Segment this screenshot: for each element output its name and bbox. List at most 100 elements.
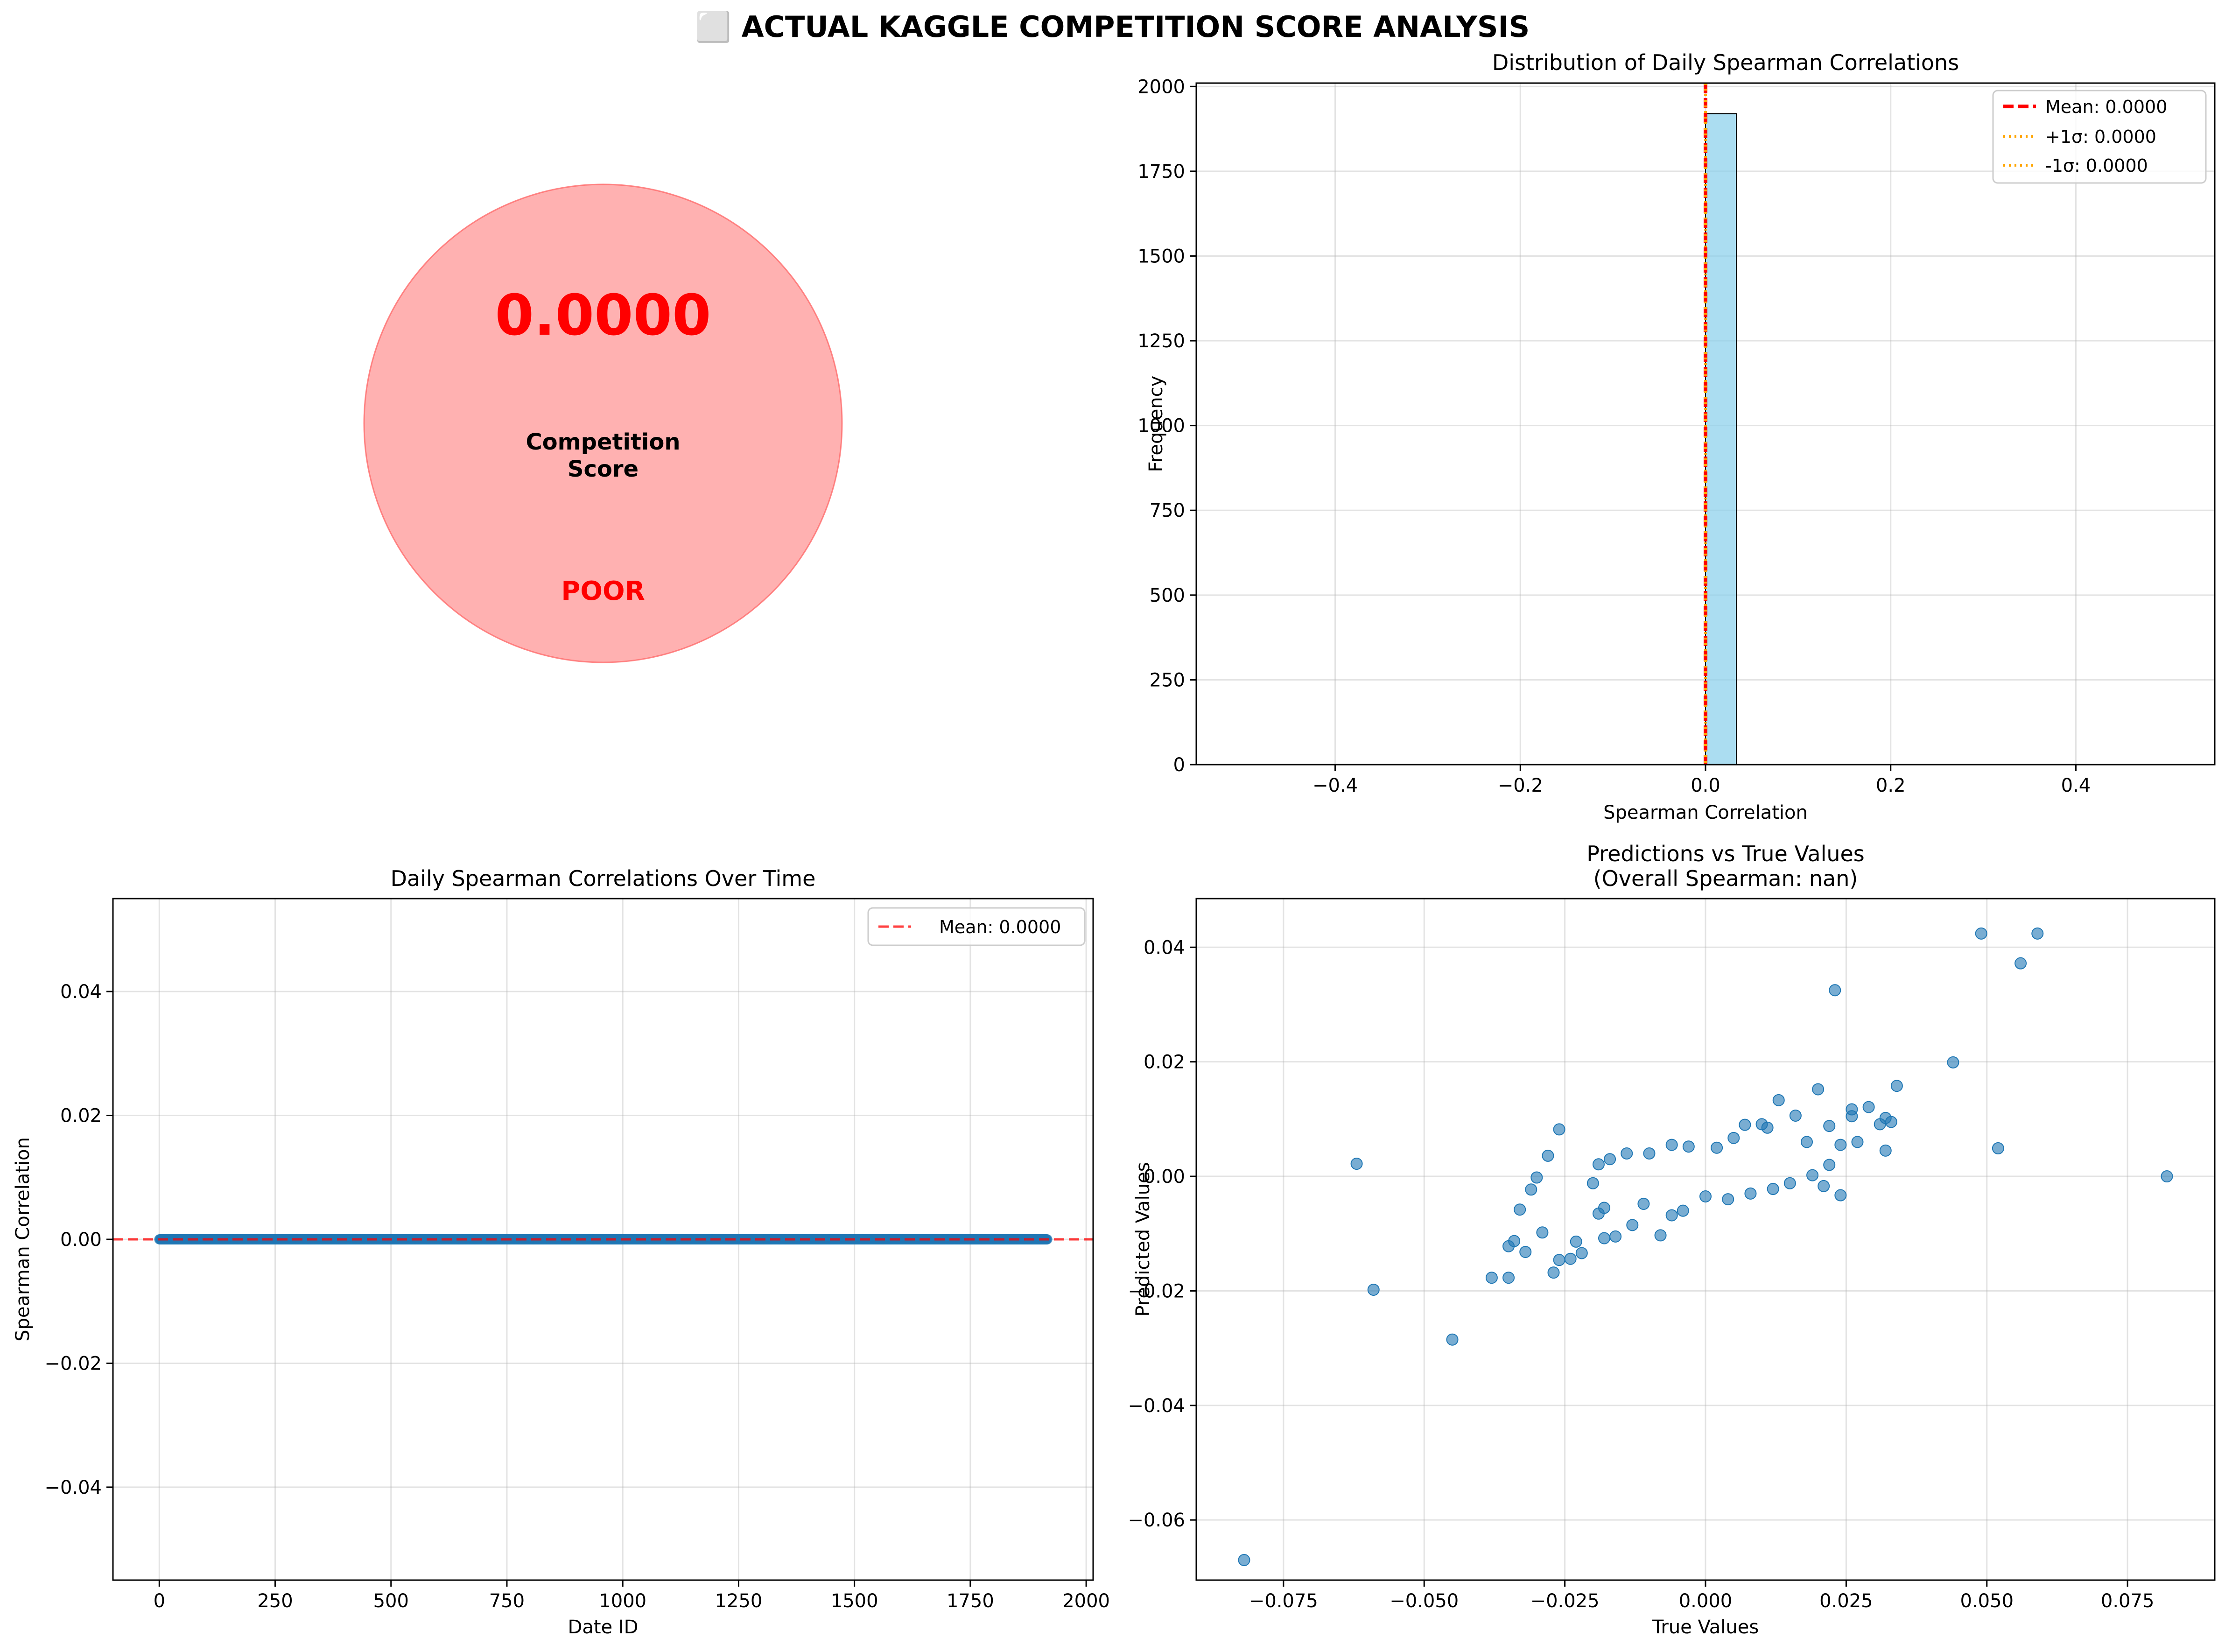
histogram-x-tick-label: 0.2: [1876, 775, 1906, 796]
histogram-legend-box: [1992, 90, 2207, 184]
timeseries-title: Daily Spearman Correlations Over Time: [391, 866, 816, 891]
scatter-point: [1626, 1219, 1639, 1231]
scatter-point: [1800, 1136, 1813, 1148]
scatter-point: [1727, 1132, 1740, 1144]
scatter-point: [1812, 1083, 1825, 1096]
scatter-point: [1592, 1158, 1605, 1171]
scatter-point: [1992, 1142, 2004, 1154]
score-label-line2: Score: [568, 456, 639, 482]
scatter-point: [1767, 1183, 1779, 1195]
timeseries-x-ticks: 0 250 500 750 1000 1250 1500 1750 2000: [154, 1580, 1110, 1612]
timeseries-x-tick-label: 0: [154, 1590, 165, 1612]
scatter-point: [1643, 1147, 1656, 1160]
histogram-bars: [1705, 113, 1737, 765]
scatter-point: [1367, 1283, 1380, 1296]
scatter-point: [1665, 1139, 1678, 1151]
scatter-grid: [1196, 899, 2215, 1580]
histogram-y-tick-label: 500: [1150, 585, 1185, 606]
scatter-point: [1834, 1139, 1847, 1151]
scatter-point: [1722, 1193, 1734, 1206]
scatter-point: [1890, 1080, 1903, 1092]
histogram-panel: Distribution of Daily Spearman Correlati…: [1137, 50, 2216, 823]
timeseries-y-tick-label: 0.00: [60, 1229, 102, 1251]
scatter-title: Predictions vs True Values: [1586, 841, 1865, 866]
scatter-point: [1621, 1147, 1633, 1160]
histogram-legend: Mean: 0.0000 +1σ: 0.0000 -1σ: 0.0000: [1992, 90, 2207, 184]
scatter-point: [1711, 1141, 1723, 1154]
timeseries-x-tick-label: 250: [257, 1590, 293, 1612]
scatter-point: [1823, 1120, 1836, 1132]
scatter-point: [2014, 957, 2027, 970]
scatter-point: [1592, 1207, 1605, 1220]
histogram-bar: [1705, 113, 1737, 765]
scatter-point: [1553, 1254, 1565, 1266]
scatter-point: [1502, 1272, 1515, 1284]
timeseries-y-tick-label: −0.02: [44, 1353, 102, 1374]
histogram-y-tick-label: 2000: [1137, 76, 1185, 98]
histogram-x-tick-label: 0.0: [1691, 775, 1720, 796]
scatter-subtitle: (Overall Spearman: nan): [1593, 866, 1858, 891]
histogram-x-ticks: −0.4 −0.2 0.0 0.2 0.4: [1313, 765, 2091, 796]
scatter-y-tick-label: 0.02: [1144, 1052, 1185, 1073]
score-panel: 0.0000 Competition Score POOR: [363, 183, 843, 663]
scatter-point: [1238, 1554, 1250, 1567]
timeseries-x-tick-label: 2000: [1062, 1590, 1110, 1612]
timeseries-x-tick-label: 1500: [831, 1590, 878, 1612]
legend-plus-sigma-label: +1σ: 0.0000: [2045, 127, 2156, 147]
timeseries-legend: Mean: 0.0000: [867, 907, 1086, 946]
scatter-point: [1879, 1144, 1892, 1157]
scatter-x-ticks: −0.075 −0.050 −0.025 0.000 0.025 0.050 0.075: [1249, 1580, 2155, 1612]
scatter-point: [1536, 1226, 1549, 1239]
scatter-y-ticks: −0.06 −0.04 −0.02 0.00 0.02 0.04: [1128, 937, 1196, 1531]
score-rating: POOR: [561, 576, 645, 606]
histogram-y-label: Frequency: [1145, 376, 1167, 472]
scatter-x-tick-label: −0.025: [1530, 1590, 1600, 1612]
scatter-x-tick-label: 0.075: [2101, 1590, 2155, 1612]
histogram-y-tick-label: 0: [1173, 754, 1185, 776]
scatter-point: [1823, 1159, 1836, 1171]
scatter-points: [1238, 927, 2173, 1567]
scatter-point: [1677, 1204, 1689, 1217]
main-title: ⬜ ACTUAL KAGGLE COMPETITION SCORE ANALYS…: [695, 10, 1530, 44]
scatter-point: [1586, 1177, 1599, 1189]
scatter-point: [1530, 1171, 1543, 1184]
scatter-point: [1508, 1235, 1521, 1247]
histogram-x-tick-label: −0.4: [1313, 775, 1358, 796]
scatter-point: [1885, 1116, 1897, 1128]
timeseries-y-tick-label: 0.02: [60, 1105, 102, 1127]
scatter-point: [1783, 1177, 1796, 1189]
scatter-point: [1575, 1247, 1588, 1259]
scatter-point: [1570, 1235, 1582, 1248]
scatter-point: [1604, 1153, 1616, 1166]
scatter-x-label: True Values: [1652, 1617, 1759, 1638]
scatter-point: [1525, 1183, 1537, 1196]
scatter-x-tick-label: 0.025: [1819, 1590, 1873, 1612]
scatter-point: [1514, 1203, 1526, 1216]
scatter-point: [1699, 1190, 1712, 1202]
timeseries-y-tick-label: 0.04: [60, 981, 102, 1003]
scatter-point: [1834, 1189, 1847, 1202]
scatter-y-tick-label: 0.04: [1144, 937, 1185, 958]
scatter-point: [1519, 1245, 1532, 1258]
scatter-point: [1806, 1169, 1819, 1181]
scatter-y-tick-label: 0.00: [1144, 1166, 1185, 1188]
scatter-point: [1829, 984, 1841, 997]
histogram-x-tick-label: 0.4: [2061, 775, 2091, 796]
scatter-point: [1744, 1187, 1757, 1200]
scatter-point: [1553, 1123, 1565, 1136]
legend-minus-sigma-label: -1σ: 0.0000: [2045, 155, 2148, 176]
histogram-y-tick-label: 750: [1150, 500, 1185, 521]
scatter-y-tick-label: −0.06: [1128, 1510, 1185, 1531]
scatter-point: [1542, 1149, 1554, 1162]
scatter-point: [1564, 1252, 1577, 1265]
scatter-point: [1654, 1229, 1667, 1242]
scatter-point: [2031, 927, 2044, 940]
scatter-point: [1772, 1094, 1785, 1106]
scatter-point: [1874, 1118, 1886, 1131]
timeseries-panel: Daily Spearman Correlations Over Time 0 2…: [12, 866, 1110, 1638]
timeseries-y-label: Spearman Correlation: [12, 1137, 34, 1342]
scatter-point: [1818, 1180, 1830, 1192]
scatter-point: [1665, 1209, 1678, 1222]
scatter-point: [1851, 1136, 1864, 1148]
score-value: 0.0000: [495, 283, 711, 348]
